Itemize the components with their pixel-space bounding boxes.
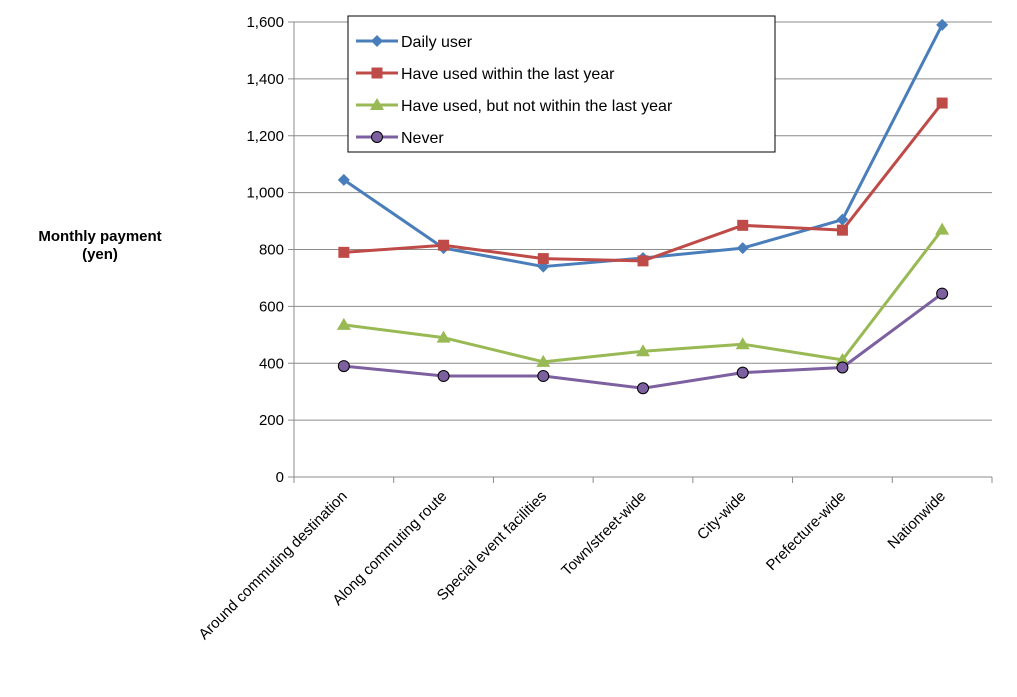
y-axis-title: Monthly payment (yen): [10, 228, 190, 264]
y-axis-title-line-1: Monthly payment: [38, 228, 162, 245]
data-point: [736, 242, 749, 255]
y-tick-label: 1,400: [246, 71, 284, 88]
data-point: [637, 382, 649, 395]
data-point: [537, 253, 549, 265]
data-point: [737, 219, 749, 231]
data-point: [936, 287, 949, 300]
y-tick-label: 800: [259, 242, 284, 259]
data-point: [536, 354, 551, 367]
data-point: [336, 317, 351, 330]
y-tick-label: 1,200: [246, 128, 284, 145]
y-tick-label: 600: [259, 298, 284, 315]
data-point: [935, 222, 950, 235]
series-2: [338, 97, 948, 267]
legend-marker: [371, 35, 383, 47]
data-point: [337, 360, 350, 373]
data-point: [836, 361, 849, 374]
x-tick-label: Special event facilities: [434, 488, 550, 604]
series-3: [336, 222, 950, 367]
x-tick-label: Nationwide: [884, 488, 949, 553]
series-lines: [336, 18, 950, 395]
series-4: [337, 287, 949, 395]
legend-marker: [371, 131, 383, 143]
legend-label: Daily user: [401, 34, 473, 51]
data-point: [436, 330, 451, 343]
data-point: [836, 213, 849, 226]
x-tick-label: Prefecture-wide: [763, 488, 849, 574]
series-line: [343, 292, 944, 390]
data-point: [337, 173, 350, 186]
y-tick-label: 200: [259, 412, 284, 429]
data-point: [936, 18, 949, 31]
legend: Daily user Have used within the last year…: [347, 15, 776, 153]
legend-entry: Have used within the last year: [356, 66, 615, 83]
y-axis-title-line-2: (yen): [82, 246, 118, 263]
x-tick-label: Town/street-wide: [558, 488, 650, 580]
legend-entry: Never: [356, 130, 444, 147]
data-point: [736, 366, 749, 379]
legend-marker: [370, 98, 384, 110]
data-point: [936, 97, 948, 109]
data-point: [735, 337, 750, 350]
data-point: [637, 255, 649, 267]
x-tick-label: Around commuting destination: [195, 488, 350, 643]
y-tick-label: 1,600: [246, 14, 284, 31]
data-point: [438, 239, 450, 251]
y-tick-label: 400: [259, 355, 284, 372]
legend-entry: Have used, but not within the last year: [356, 98, 673, 115]
legend-entry: Daily user: [356, 34, 473, 51]
data-point: [437, 370, 450, 383]
data-point: [537, 370, 550, 383]
legend-marker: [371, 67, 383, 79]
legend-label: Have used within the last year: [401, 66, 615, 83]
y-tick-label: 0: [276, 469, 284, 486]
data-point: [835, 352, 850, 365]
x-tick-label: City-wide: [694, 488, 750, 544]
y-tick-label: 1,000: [246, 185, 284, 202]
data-point: [636, 344, 650, 357]
data-point: [338, 246, 350, 258]
data-point: [836, 224, 848, 236]
legend-label: Have used, but not within the last year: [401, 98, 673, 115]
legend-box: [347, 15, 776, 153]
x-tick-label: Along commuting route: [329, 488, 450, 609]
legend-label: Never: [401, 130, 444, 147]
